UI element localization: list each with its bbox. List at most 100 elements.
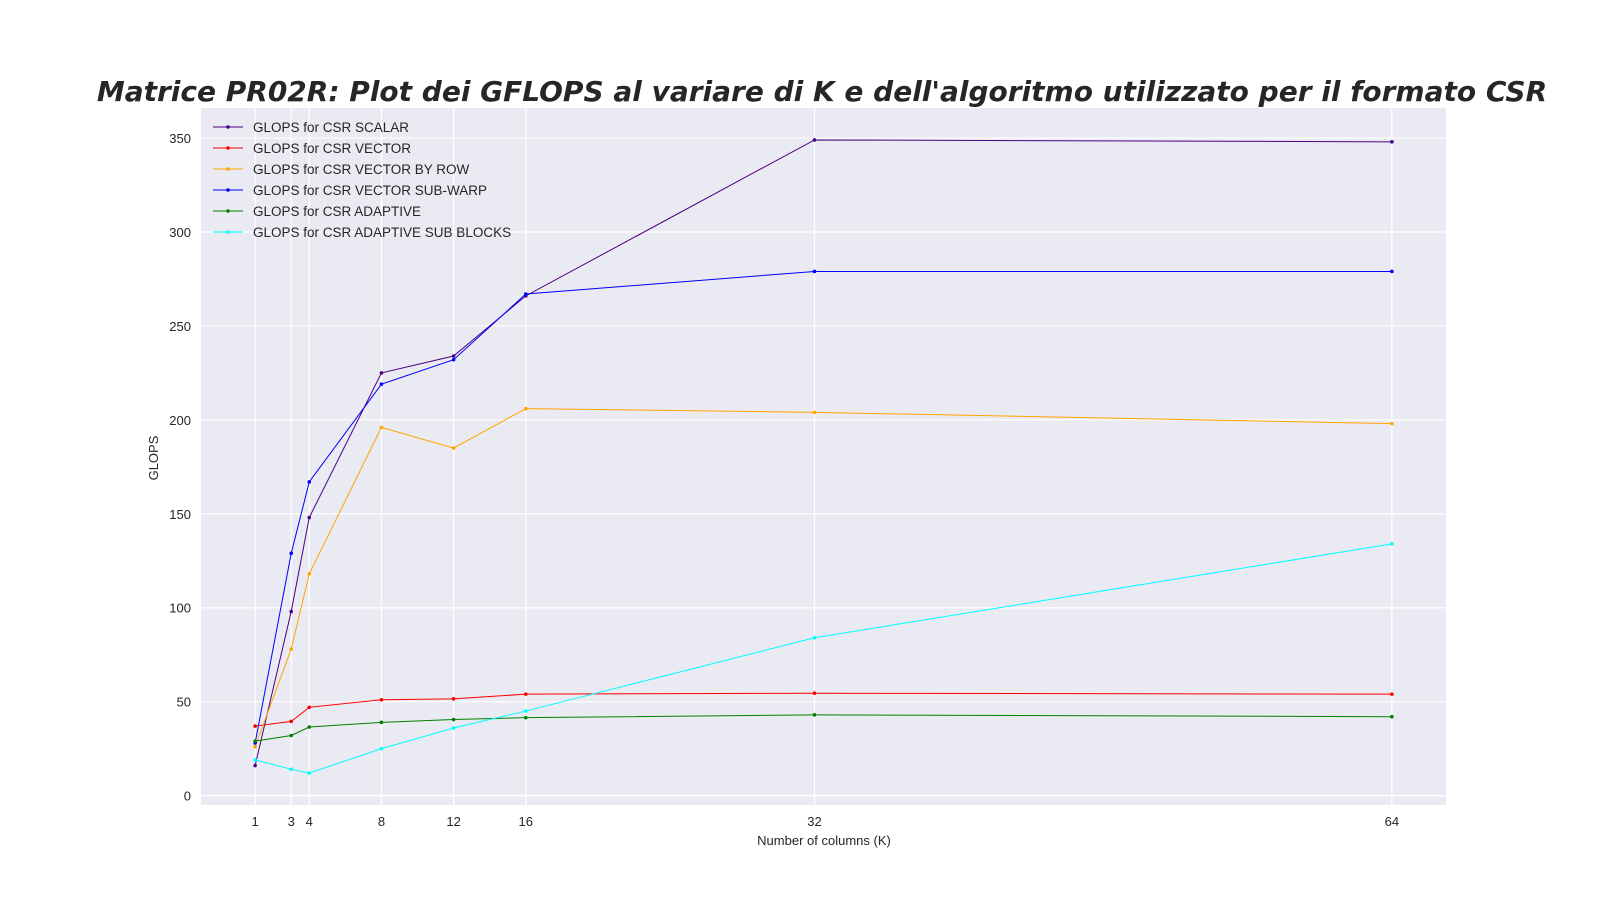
series-line: [254, 408, 1392, 747]
y-tick-label: 100: [169, 601, 191, 616]
data-point: [523, 715, 528, 720]
data-point: [379, 720, 384, 725]
data-point: [812, 410, 817, 415]
data-point: [1390, 269, 1394, 274]
data-point: [379, 746, 384, 751]
y-tick-label: 200: [169, 413, 191, 428]
legend-marker: [226, 230, 230, 234]
data-point: [451, 446, 456, 450]
series-5: [253, 713, 1394, 743]
y-tick-label: 0: [184, 789, 191, 804]
y-axis-label: GLOPS: [146, 435, 161, 480]
data-point: [1390, 692, 1394, 696]
legend-label: GLOPS for CSR ADAPTIVE SUB BLOCKS: [253, 225, 511, 240]
x-tick-label: 3: [288, 814, 295, 829]
data-point: [523, 292, 528, 296]
data-point: [379, 371, 384, 375]
data-point: [379, 697, 384, 702]
series-1: [253, 138, 1394, 768]
data-point: [1390, 140, 1394, 144]
y-tick-label: 300: [169, 225, 191, 240]
x-tick-label: 64: [1385, 814, 1399, 829]
legend-marker: [226, 188, 230, 192]
x-axis-label: Number of columns (K): [757, 833, 891, 848]
data-point: [523, 406, 528, 411]
legend-label: GLOPS for CSR ADAPTIVE: [253, 204, 421, 219]
data-point: [307, 572, 312, 576]
chart-title: Matrice PR02R: Plot dei GFLOPS al variar…: [97, 75, 1547, 108]
data-point: [451, 726, 456, 730]
data-point: [289, 719, 294, 724]
plot-area: [201, 108, 1446, 805]
data-point: [289, 647, 294, 651]
data-point: [379, 425, 384, 430]
data-point: [1390, 421, 1394, 426]
data-point: [253, 739, 257, 743]
x-tick-label: 4: [306, 814, 313, 829]
data-point: [253, 744, 257, 749]
legend-label: GLOPS for CSR SCALAR: [253, 120, 409, 135]
legend-marker: [226, 209, 230, 213]
x-tick-label: 8: [378, 814, 385, 829]
legend-label: GLOPS for CSR VECTOR SUB-WARP: [253, 183, 487, 198]
data-point: [451, 697, 456, 701]
gridlines: [201, 108, 1446, 805]
series-6: [253, 542, 1394, 775]
legend-item: GLOPS for CSR VECTOR: [213, 141, 411, 156]
y-tick-label: 50: [177, 695, 191, 710]
series-2: [253, 691, 1394, 728]
data-point: [307, 515, 312, 520]
series-line: [255, 714, 1392, 742]
data-point: [812, 691, 817, 696]
legend: GLOPS for CSR SCALAR GLOPS for CSR VECTOR…: [213, 120, 511, 240]
data-point: [1390, 714, 1394, 719]
series-3: [253, 406, 1394, 749]
data-point: [451, 354, 456, 358]
data-point: [523, 692, 528, 696]
data-point: [253, 758, 257, 762]
data-point: [289, 551, 294, 556]
legend-item: GLOPS for CSR ADAPTIVE: [213, 204, 421, 219]
data-point: [812, 713, 817, 717]
legend-item: GLOPS for CSR VECTOR BY ROW: [213, 162, 470, 177]
legend-marker: [226, 146, 230, 150]
legend-item: GLOPS for CSR SCALAR: [213, 120, 409, 135]
series-line: [254, 270, 1392, 744]
series-line: [255, 692, 1392, 727]
legend-item: GLOPS for CSR VECTOR SUB-WARP: [213, 183, 487, 198]
legend-marker: [226, 167, 230, 171]
data-point: [451, 717, 456, 722]
data-point: [307, 725, 312, 729]
series-line: [254, 139, 1392, 766]
data-point: [307, 480, 312, 484]
data-point: [289, 733, 294, 738]
data-point: [1390, 542, 1394, 546]
legend-label: GLOPS for CSR VECTOR: [253, 141, 411, 156]
legend-item: GLOPS for CSR ADAPTIVE SUB BLOCKS: [213, 225, 511, 240]
x-tick-label: 16: [519, 814, 533, 829]
data-point: [812, 635, 817, 640]
legend-marker: [226, 125, 230, 129]
y-tick-label: 150: [169, 507, 191, 522]
data-point: [289, 767, 294, 772]
data-point: [523, 709, 528, 713]
data-point: [812, 269, 817, 274]
data-point: [812, 138, 817, 142]
series-lines: [253, 138, 1394, 775]
data-point: [289, 609, 294, 614]
data-point: [307, 705, 312, 710]
data-point: [253, 724, 257, 728]
tick-labels: 0 50 100 150 200 250 300 350 1 3 4 8 12 16 32 64: [169, 131, 1399, 829]
data-point: [307, 771, 312, 775]
data-point: [253, 763, 257, 768]
series-4: [253, 269, 1394, 745]
legend-label: GLOPS for CSR VECTOR BY ROW: [253, 162, 470, 177]
x-tick-label: 12: [446, 814, 460, 829]
data-point: [451, 357, 456, 362]
y-tick-label: 250: [169, 319, 191, 334]
data-point: [379, 382, 384, 386]
x-tick-label: 1: [252, 814, 259, 829]
x-tick-label: 32: [807, 814, 821, 829]
